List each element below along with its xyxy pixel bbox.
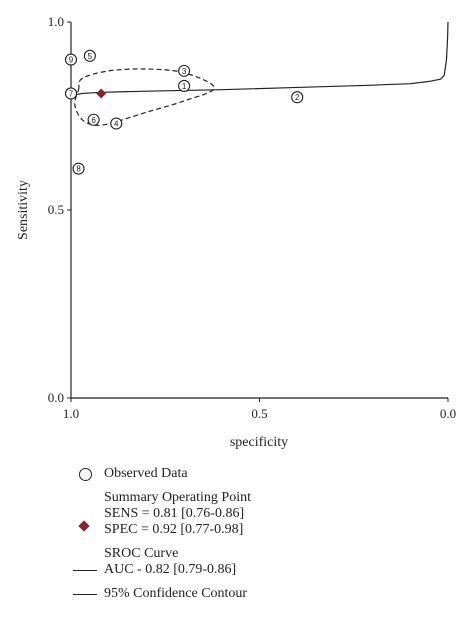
- observed-point-marker: [64, 53, 78, 66]
- y-tick-label: 1.0: [48, 14, 64, 29]
- observed-point-label: 9: [69, 56, 74, 65]
- observed-point-label: 3: [182, 67, 187, 76]
- confidence-contour-layer: [74, 68, 215, 127]
- legend-sroc-title: SROC Curve: [104, 546, 179, 561]
- confidence-contour: [74, 68, 215, 127]
- observed-point-marker: [64, 87, 78, 100]
- x-axis-title: specificity: [230, 435, 288, 450]
- legend-sroc: SROC Curve AUC - 0.82 [0.79-0.86]: [70, 546, 470, 578]
- observed-point-marker: [87, 113, 100, 126]
- observed-point-label: 8: [76, 165, 81, 174]
- y-tick-label: 0.0: [48, 390, 64, 405]
- observed-point-label: 5: [88, 52, 93, 61]
- observed-point-marker: [110, 117, 123, 130]
- observed-point-label: 6: [91, 116, 96, 125]
- x-tick-label: 0.0: [440, 406, 456, 421]
- legend-auc-text: AUC - 0.82 [0.79-0.86]: [104, 562, 237, 577]
- observed-point: 1: [178, 79, 191, 92]
- legend-summary: Summary Operating Point SENS = 0.81 [0.7…: [70, 490, 470, 538]
- observed-point: 9: [64, 53, 78, 66]
- legend-spec-text: SPEC = 0.92 [0.77-0.98]: [104, 522, 244, 537]
- observed-point-marker: [291, 91, 304, 104]
- observed-point: 7: [64, 87, 78, 100]
- axes: 1.0 0.5 0.0 0.0 0.5 1.0: [48, 14, 456, 421]
- legend-contour-label: 95% Confidence Contour: [104, 586, 248, 601]
- sroc-curve: [70, 21, 449, 98]
- observed-point: 8: [72, 162, 85, 175]
- observed-point-marker: [178, 79, 191, 92]
- line-icon: [73, 594, 97, 595]
- legend-summary-title: Summary Operating Point: [104, 490, 251, 505]
- legend-observed: Observed Data: [70, 466, 470, 482]
- diamond-icon: [78, 520, 90, 532]
- y-tick-label: 0.5: [48, 202, 64, 217]
- observed-point: 3: [178, 64, 191, 77]
- sroc-chart: 1.0 0.5 0.0 0.0 0.5 1.0 1 2 3 4 5 6 7 8 9 specificity…: [16, 14, 456, 450]
- x-tick-label: 1.0: [63, 406, 79, 421]
- legend: Observed Data Summary Operating Point SE…: [70, 466, 470, 610]
- y-axis-title: Sensitivity: [16, 180, 31, 240]
- observed-point-label: 4: [114, 120, 119, 129]
- observed-point: 6: [87, 113, 100, 126]
- legend-contour: 95% Confidence Contour: [70, 586, 470, 602]
- observed-point: 4: [110, 117, 123, 130]
- open-circle-icon: [79, 468, 92, 481]
- summary-point-layer: [96, 88, 107, 99]
- observed-point: 5: [83, 49, 96, 62]
- observed-point-marker: [72, 162, 85, 175]
- observed-point-label: 1: [182, 82, 187, 91]
- summary-operating-point: [96, 88, 107, 99]
- legend-observed-label: Observed Data: [104, 466, 188, 481]
- observed-point-marker: [178, 64, 191, 77]
- sroc-curve-layer: [70, 21, 449, 98]
- observed-point: 2: [291, 91, 304, 104]
- observed-point-marker: [83, 49, 96, 62]
- observed-point-label: 7: [69, 89, 74, 98]
- observed-point-label: 2: [295, 93, 300, 102]
- line-icon: [73, 570, 97, 571]
- x-tick-label: 0.5: [251, 406, 267, 421]
- legend-sens-text: SENS = 0.81 [0.76-0.86]: [104, 506, 245, 521]
- observed-points-layer: 1 2 3 4 5 6 7 8 9: [64, 49, 304, 175]
